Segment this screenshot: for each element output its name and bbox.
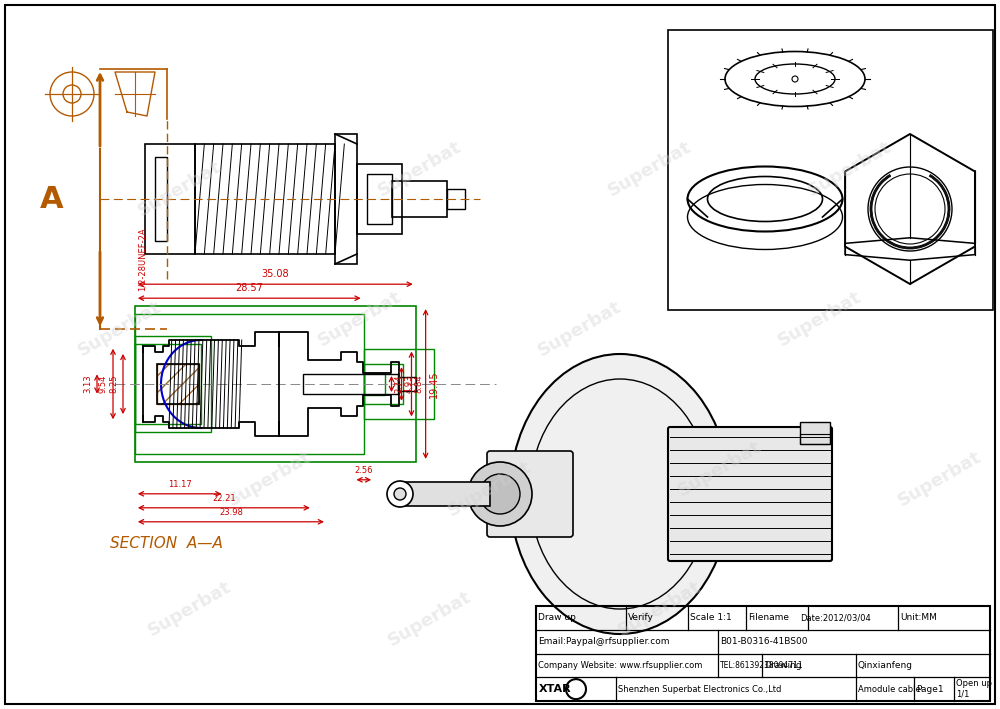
- Bar: [135, 314, 364, 454]
- Text: Superbat: Superbat: [145, 578, 235, 640]
- Bar: [668, 30, 993, 310]
- Text: A: A: [40, 184, 64, 213]
- Text: Superbat: Superbat: [895, 448, 985, 510]
- Bar: [155, 157, 167, 241]
- Bar: [135, 344, 201, 424]
- Text: Superbat: Superbat: [315, 288, 405, 350]
- Bar: [195, 144, 335, 254]
- Text: Superbat: Superbat: [445, 458, 535, 520]
- Text: XTAR: XTAR: [539, 684, 572, 694]
- Text: Superbat: Superbat: [605, 138, 695, 200]
- Bar: [303, 374, 398, 394]
- Text: Drawing: Drawing: [764, 661, 802, 670]
- Text: Filename: Filename: [748, 613, 789, 623]
- Text: Superbat: Superbat: [615, 578, 705, 640]
- Text: 1/2-28UNEF-2A: 1/2-28UNEF-2A: [138, 228, 147, 291]
- Text: Page1: Page1: [916, 685, 944, 693]
- Text: 8.84: 8.84: [414, 374, 423, 393]
- Text: 9.54: 9.54: [99, 375, 108, 393]
- Bar: [357, 164, 402, 234]
- Text: Superbat: Superbat: [385, 588, 475, 650]
- FancyBboxPatch shape: [487, 451, 573, 537]
- Bar: [398, 377, 416, 391]
- Text: Superbat: Superbat: [535, 298, 625, 360]
- Text: Superbat: Superbat: [675, 438, 765, 500]
- Text: Superbat: Superbat: [225, 448, 315, 510]
- Text: Date:2012/03/04: Date:2012/03/04: [800, 613, 871, 623]
- Text: 2.74: 2.74: [394, 375, 403, 393]
- Bar: [335, 134, 357, 264]
- Bar: [135, 306, 416, 462]
- Text: 2.56: 2.56: [355, 466, 373, 475]
- Text: Amodule cable: Amodule cable: [858, 685, 921, 693]
- Text: Company Website: www.rfsupplier.com: Company Website: www.rfsupplier.com: [538, 661, 702, 670]
- Text: Verify: Verify: [628, 613, 654, 623]
- Text: 35.08: 35.08: [262, 269, 289, 279]
- Bar: [536, 606, 990, 701]
- Text: SECTION  A—A: SECTION A—A: [110, 537, 223, 552]
- Text: Superbat: Superbat: [775, 288, 865, 350]
- Bar: [800, 422, 830, 444]
- Text: 28.57: 28.57: [235, 283, 263, 294]
- Text: 19.45: 19.45: [429, 370, 439, 398]
- Text: TEL:86139238094711: TEL:86139238094711: [720, 661, 804, 670]
- Circle shape: [480, 474, 520, 514]
- Bar: [364, 364, 403, 403]
- Bar: [135, 336, 211, 432]
- Text: 23.98: 23.98: [219, 508, 243, 517]
- Text: Scale 1:1: Scale 1:1: [690, 613, 732, 623]
- Bar: [447, 189, 465, 209]
- Bar: [157, 364, 199, 404]
- Text: Qinxianfeng: Qinxianfeng: [858, 661, 913, 670]
- Text: 11.17: 11.17: [168, 480, 192, 489]
- Text: 3.13: 3.13: [83, 374, 92, 393]
- Bar: [400, 482, 490, 506]
- Text: B01-B0316-41BS00: B01-B0316-41BS00: [720, 637, 808, 646]
- FancyBboxPatch shape: [668, 427, 832, 561]
- Bar: [800, 434, 830, 444]
- Text: 8.25: 8.25: [109, 375, 118, 393]
- Text: Email:Paypal@rfsupplier.com: Email:Paypal@rfsupplier.com: [538, 637, 670, 646]
- Bar: [157, 364, 199, 404]
- Text: 4.93: 4.93: [404, 375, 413, 393]
- Text: Draw up: Draw up: [538, 613, 576, 623]
- Text: Unit:MM: Unit:MM: [900, 613, 937, 623]
- Text: Superbat: Superbat: [135, 158, 225, 220]
- Text: Superbat: Superbat: [805, 138, 895, 200]
- Text: Open up
1/1: Open up 1/1: [956, 679, 992, 699]
- Circle shape: [394, 488, 406, 500]
- Text: 22.21: 22.21: [212, 493, 236, 503]
- Circle shape: [387, 481, 413, 507]
- Text: Superbat: Superbat: [375, 138, 465, 200]
- Text: Superbat: Superbat: [75, 298, 165, 360]
- Bar: [392, 181, 447, 217]
- Bar: [364, 349, 434, 419]
- Ellipse shape: [510, 354, 730, 634]
- Text: Shenzhen Superbat Electronics Co.,Ltd: Shenzhen Superbat Electronics Co.,Ltd: [618, 685, 781, 693]
- Bar: [145, 144, 195, 254]
- Bar: [364, 373, 385, 395]
- Bar: [367, 174, 392, 224]
- Circle shape: [468, 462, 532, 526]
